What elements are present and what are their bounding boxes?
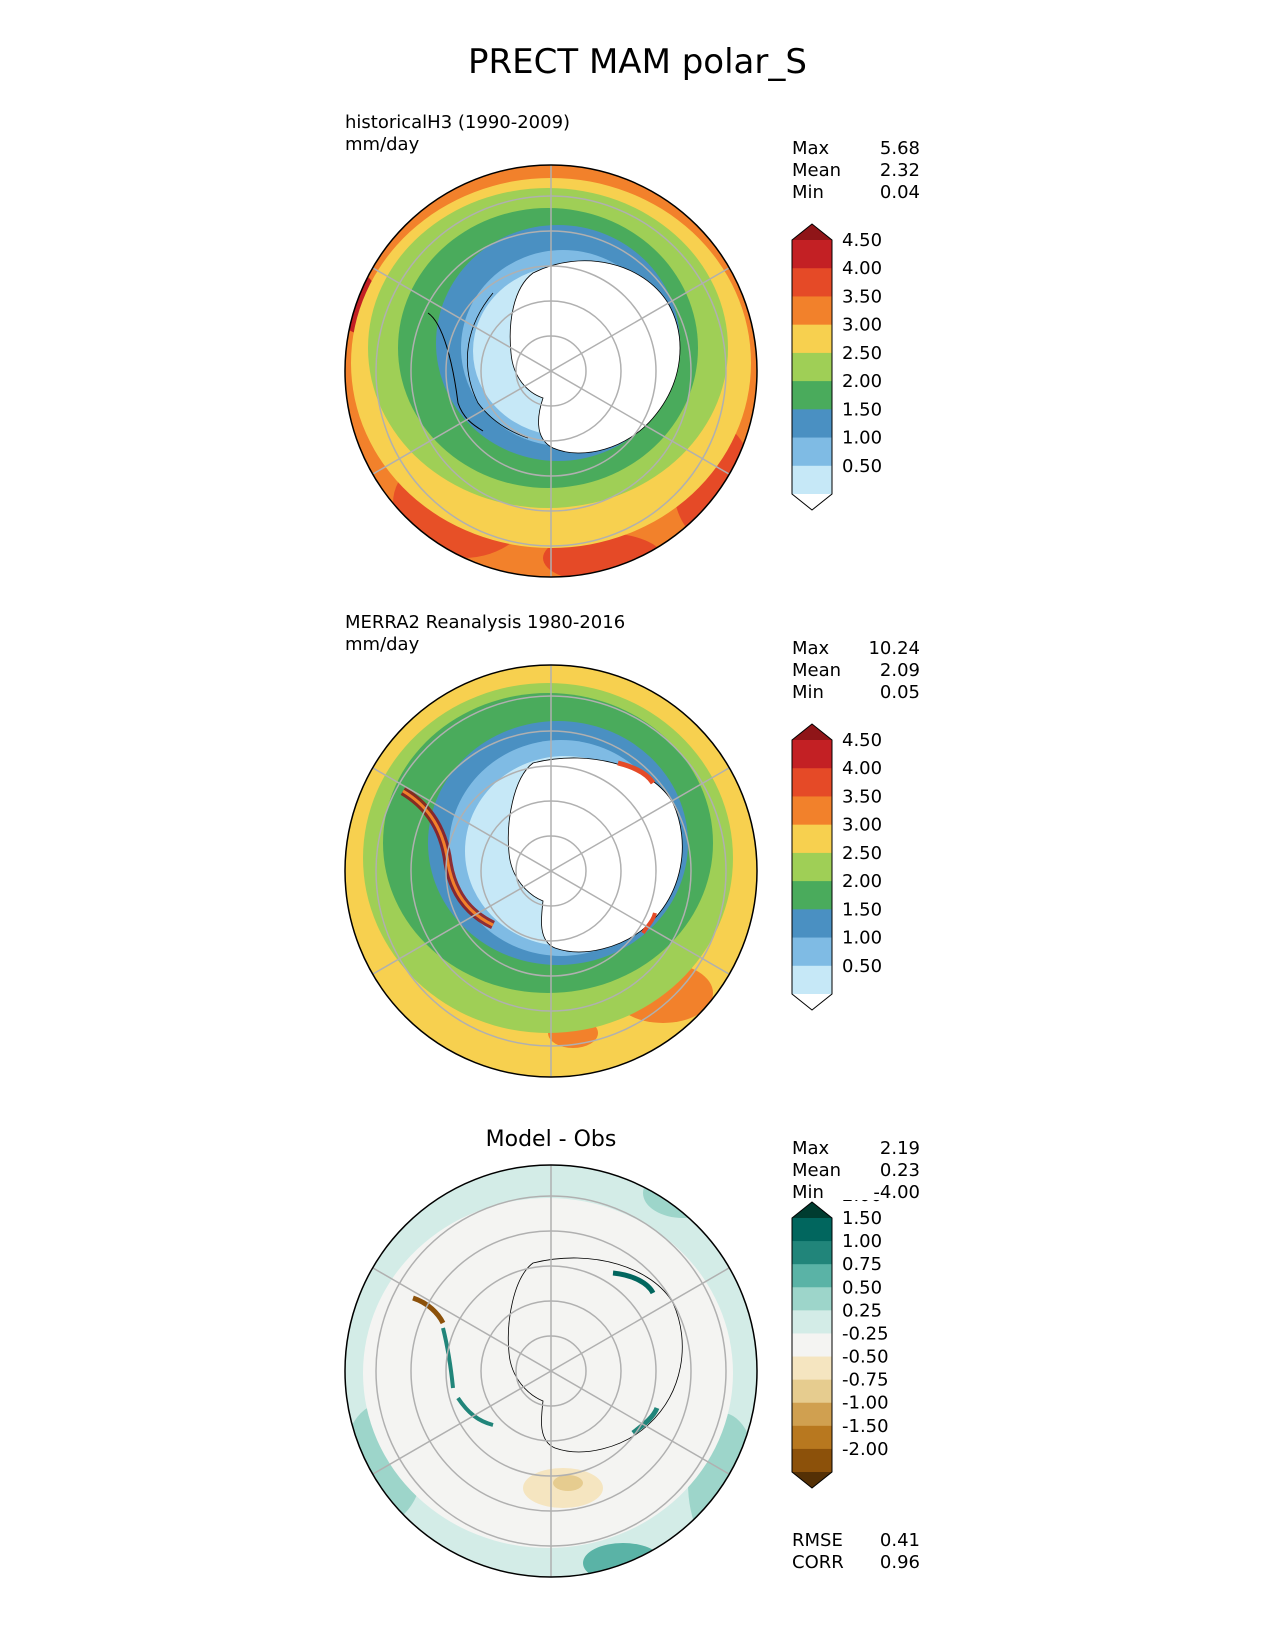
- panel2-polar-map: [344, 664, 758, 1078]
- colorbar-extend-min: [792, 494, 832, 510]
- panel3-title: Model - Obs: [485, 1127, 617, 1152]
- colorbar-bin: [792, 1379, 832, 1404]
- colorbar-tick-label: 4.50: [842, 230, 882, 251]
- colorbar-bin: [792, 352, 832, 382]
- colorbar-bin: [792, 1425, 832, 1450]
- colorbar-bin: [792, 1356, 832, 1381]
- colorbar-tick-label: -1.00: [842, 1393, 889, 1414]
- colorbar-bin: [792, 740, 832, 769]
- colorbar-outline: [791, 723, 833, 1011]
- colorbar-extend-min: [792, 1472, 832, 1488]
- colorbar-tick-label: -1.50: [842, 1416, 889, 1437]
- colorbar-tick-label: 0.50: [842, 956, 882, 977]
- colorbar-tick-label: -2.00: [842, 1439, 889, 1460]
- colorbar-bin: [792, 1310, 832, 1334]
- panel3-extra-stats: RMSE 0.41 CORR 0.96: [792, 1530, 920, 1573]
- colorbar-bin: [792, 437, 832, 467]
- colorbar-tick-label: 1.00: [842, 1231, 882, 1252]
- panel1-title: historicalH3 (1990-2009) mm/day: [345, 112, 571, 155]
- colorbar-bin: [792, 852, 832, 882]
- colorbar-bin: [792, 768, 832, 797]
- panel3-stats: Max 2.19 Mean 0.23 Min -4.00: [792, 1138, 920, 1203]
- panel1-polar-map: [344, 164, 758, 578]
- colorbar-extend-min: [792, 994, 832, 1010]
- colorbar-bin: [792, 1333, 832, 1358]
- panel2-stats: Max 10.24 Mean 2.09 Min 0.05: [792, 638, 920, 703]
- colorbar-bin: [792, 268, 832, 297]
- panel2-title: MERRA2 Reanalysis 1980-2016 mm/day: [345, 612, 626, 655]
- figure-title: PRECT MAM polar_S: [468, 42, 807, 82]
- colorbar-bin: [792, 1241, 832, 1265]
- colorbar-outline: [791, 1201, 833, 1489]
- colorbar-bin: [792, 324, 832, 354]
- colorbar-tick-label: 0.50: [842, 1277, 882, 1298]
- colorbar-tick-label: 4.50: [842, 730, 882, 751]
- colorbar-tick-label: 0.75: [842, 1254, 882, 1275]
- colorbar-bin: [792, 1218, 832, 1242]
- colorbar-extend-max: [792, 724, 832, 740]
- colorbar-bin: [792, 1448, 832, 1473]
- panel1-colorbar: 0.50 1.00 1.50 2.00 2.50 3.00 3.50 4.00 4.50 5.00: [791, 222, 882, 511]
- colorbar-tick-label: -0.75: [842, 1370, 889, 1391]
- colorbar-tick-label: 3.00: [842, 815, 882, 836]
- panel3-colorbar: -2.00-1.50-1.00-0.75-0.50 -0.250.250.500.…: [791, 1200, 889, 1489]
- colorbar-tick-label: 5.00: [842, 222, 882, 223]
- colorbar-bin: [792, 824, 832, 854]
- colorbar-bin: [792, 1287, 832, 1311]
- panel2-colorbar: 0.50 1.00 1.50 2.00 2.50 3.00 3.50 4.00 4.50 5.00: [791, 722, 882, 1011]
- colorbar-tick-label: 3.00: [842, 315, 882, 336]
- colorbar-tick-label: 4.00: [842, 258, 882, 279]
- colorbar-tick-label: -0.50: [842, 1347, 889, 1368]
- colorbar-bin: [792, 296, 832, 326]
- colorbar-tick-label: 1.00: [842, 928, 882, 949]
- colorbar-tick-label: 2.00: [842, 871, 882, 892]
- colorbar-tick-label: 0.50: [842, 456, 882, 477]
- colorbar-extend-max: [792, 224, 832, 240]
- colorbar-tick-label: 2.50: [842, 843, 882, 864]
- colorbar-bin: [792, 937, 832, 967]
- colorbar-tick-label: 2.00: [842, 371, 882, 392]
- colorbar-tick-label: 1.50: [842, 1208, 882, 1229]
- colorbar-bin: [792, 240, 832, 269]
- colorbar-tick-label: 4.00: [842, 758, 882, 779]
- colorbar-outline: [791, 223, 833, 511]
- colorbar-bin: [792, 796, 832, 826]
- colorbar-bin: [792, 1264, 832, 1288]
- colorbar-tick-label: 2.50: [842, 343, 882, 364]
- colorbar-bin: [792, 409, 832, 439]
- colorbar-bin: [792, 909, 832, 939]
- panel1-stats: Max 5.68 Mean 2.32 Min 0.04: [792, 138, 920, 203]
- colorbar-extend-max: [792, 1202, 832, 1218]
- colorbar-bin: [792, 465, 832, 495]
- panel3-polar-map: [344, 1164, 758, 1578]
- colorbar-bin: [792, 381, 832, 410]
- colorbar-tick-label: 2.00: [842, 1200, 882, 1206]
- colorbar-tick-label: 3.50: [842, 786, 882, 807]
- colorbar-bin: [792, 1402, 832, 1427]
- colorbar-bin: [792, 965, 832, 995]
- colorbar-tick-label: 0.25: [842, 1300, 882, 1321]
- colorbar-tick-label: 1.50: [842, 399, 882, 420]
- colorbar-bin: [792, 881, 832, 910]
- colorbar-tick-label: 1.00: [842, 428, 882, 449]
- colorbar-tick-label: -0.25: [842, 1323, 889, 1344]
- colorbar-tick-label: 5.00: [842, 722, 882, 723]
- colorbar-tick-label: 3.50: [842, 286, 882, 307]
- colorbar-tick-label: 1.50: [842, 899, 882, 920]
